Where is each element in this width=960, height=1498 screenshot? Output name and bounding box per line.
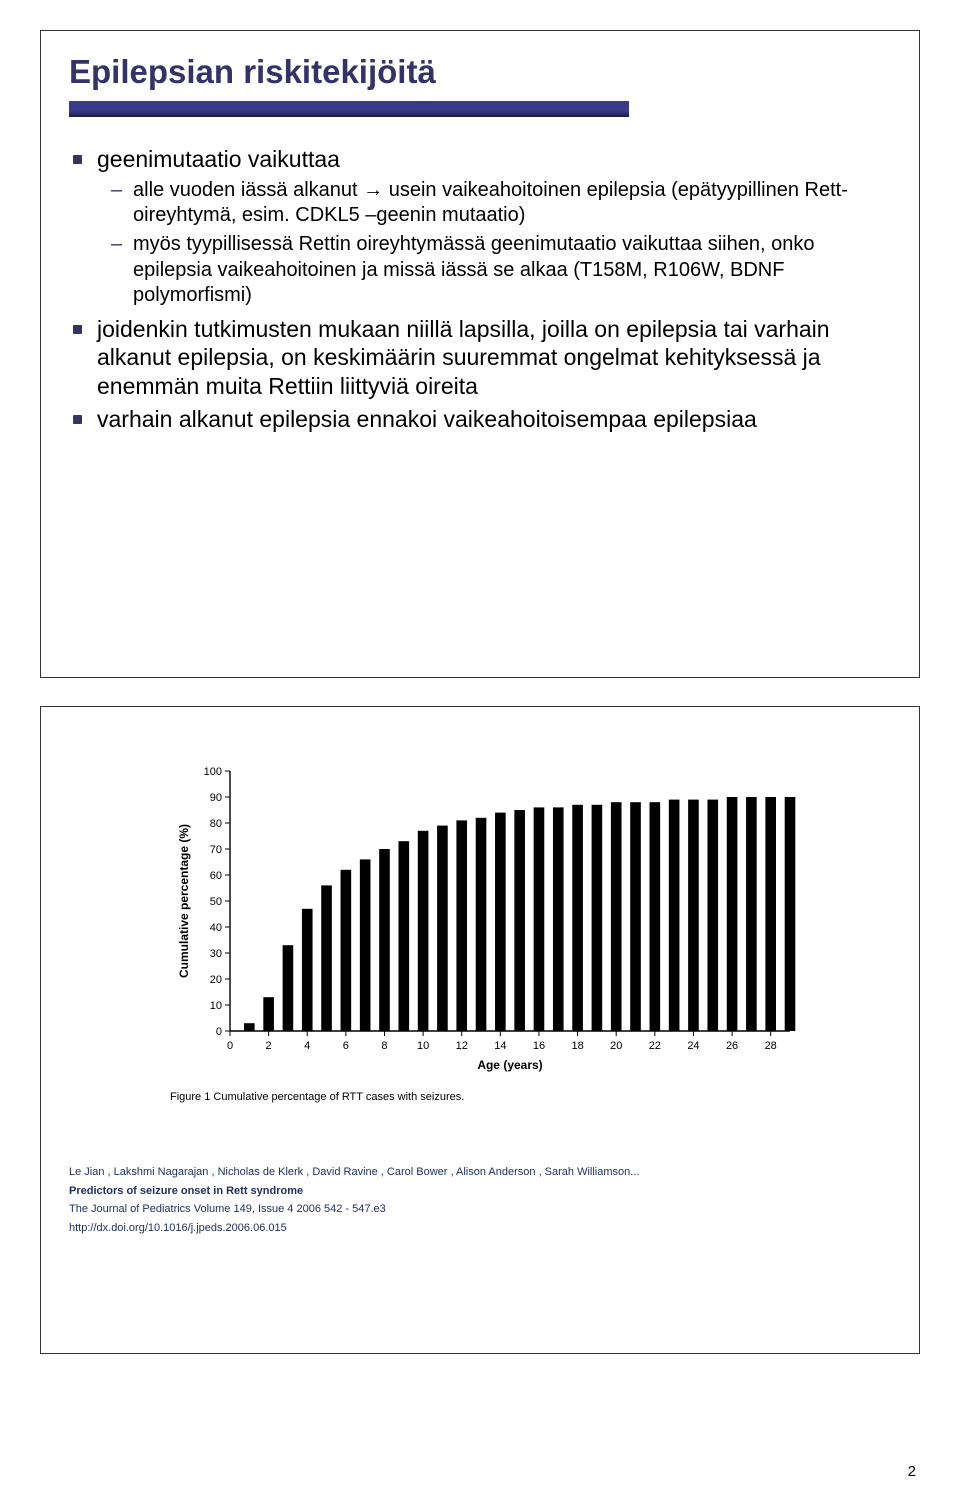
bullet-1-sub-2: myös tyypillisessä Rettin oireyhtymässä … [133,232,891,309]
reference-doi: http://dx.doi.org/10.1016/j.jpeds.2006.0… [69,1219,891,1238]
slide1-title: Epilepsian riskitekijöitä [69,53,891,91]
svg-text:10: 10 [210,1000,222,1012]
svg-text:2: 2 [266,1040,272,1052]
reference-journal: The Journal of Pediatrics Volume 149, Is… [69,1200,891,1219]
chart-container: 0102030405060708090100024681012141618202… [170,759,790,1103]
svg-text:16: 16 [533,1040,545,1052]
svg-text:8: 8 [381,1040,387,1052]
bullet-3: varhain alkanut epilepsia ennakoi vaikea… [97,405,891,434]
title-underline [69,101,629,117]
svg-text:26: 26 [726,1040,738,1052]
svg-text:70: 70 [210,844,222,856]
svg-text:90: 90 [210,792,222,804]
svg-text:50: 50 [210,896,222,908]
svg-text:28: 28 [765,1040,777,1052]
svg-text:60: 60 [210,870,222,882]
svg-text:80: 80 [210,818,222,830]
figure-caption: Figure 1 Cumulative percentage of RTT ca… [170,1091,790,1103]
svg-text:12: 12 [456,1040,468,1052]
svg-text:18: 18 [571,1040,583,1052]
bullet-1-text: geenimutaatio vaikuttaa [97,146,340,172]
slide-2: 0102030405060708090100024681012141618202… [40,706,920,1354]
page: Epilepsian riskitekijöitä geenimutaatio … [0,0,960,1498]
slide-1: Epilepsian riskitekijöitä geenimutaatio … [40,30,920,678]
bullet-2: joidenkin tutkimusten mukaan niillä laps… [97,315,891,401]
svg-text:6: 6 [343,1040,349,1052]
svg-text:4: 4 [304,1040,310,1052]
svg-text:40: 40 [210,922,222,934]
bullet-1: geenimutaatio vaikuttaa alle vuoden iäss… [97,145,891,309]
reference-paper-title: Predictors of seizure onset in Rett synd… [69,1182,891,1201]
svg-text:22: 22 [649,1040,661,1052]
reference-block: Le Jian , Lakshmi Nagarajan , Nicholas d… [69,1163,891,1238]
reference-authors: Le Jian , Lakshmi Nagarajan , Nicholas d… [69,1163,891,1182]
svg-text:20: 20 [610,1040,622,1052]
svg-text:100: 100 [204,766,222,778]
cumulative-percentage-chart: 0102030405060708090100024681012141618202… [170,759,806,1077]
svg-text:10: 10 [417,1040,429,1052]
svg-text:20: 20 [210,974,222,986]
svg-text:Age (years): Age (years) [477,1058,542,1072]
page-number: 2 [908,1463,916,1480]
svg-text:14: 14 [494,1040,506,1052]
svg-text:0: 0 [227,1040,233,1052]
svg-text:0: 0 [216,1026,222,1038]
svg-text:24: 24 [687,1040,699,1052]
slide1-bullets: geenimutaatio vaikuttaa alle vuoden iäss… [69,145,891,434]
svg-text:Cumulative percentage (%): Cumulative percentage (%) [177,824,191,978]
bullet-1-sub: alle vuoden iässä alkanut → usein vaikea… [97,178,891,309]
bullet-1-sub-1: alle vuoden iässä alkanut → usein vaikea… [133,178,891,229]
svg-text:30: 30 [210,948,222,960]
